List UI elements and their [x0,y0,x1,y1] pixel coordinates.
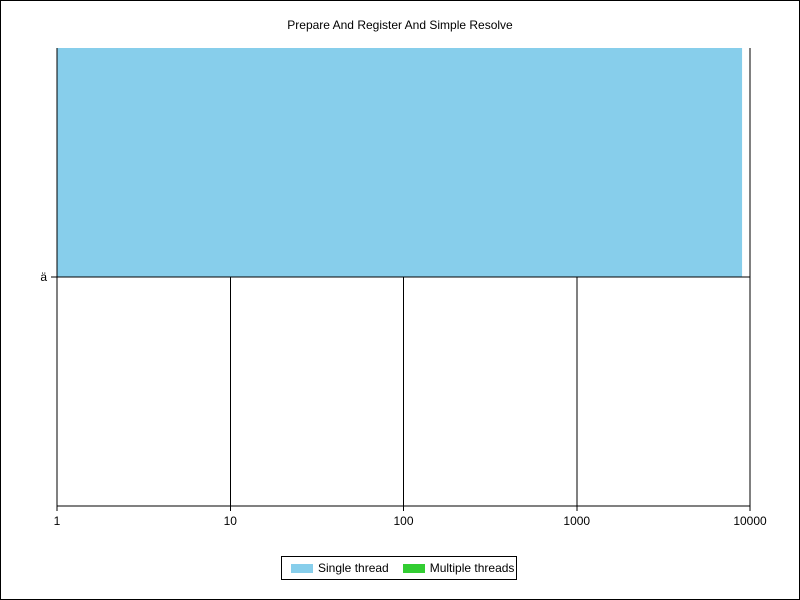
axes-layer: ä 1 10 100 1000 10000 [40,48,767,528]
chart-title: Prepare And Register And Simple Resolve [287,18,513,32]
legend-label-multiple-threads: Multiple threads [429,561,515,575]
x-tick-label-0: 1 [54,514,61,528]
legend-item-multiple-threads: Multiple threads [402,561,515,575]
legend-label-single-thread: Single thread [318,561,389,575]
bar-0-0 [57,48,743,277]
x-tick-label-1: 10 [224,514,238,528]
x-tick-label-2: 100 [393,514,413,528]
y-tick-label-0: ä [40,270,47,284]
legend-item-single-thread: Single thread [291,561,389,575]
legend: Single thread Multiple threads [281,556,517,580]
x-tick-label-3: 1000 [563,514,590,528]
bars-layer [57,48,743,277]
legend-swatch-multiple-threads [402,563,425,573]
x-tick-label-4: 10000 [733,514,767,528]
legend-swatch-single-thread [291,563,313,573]
